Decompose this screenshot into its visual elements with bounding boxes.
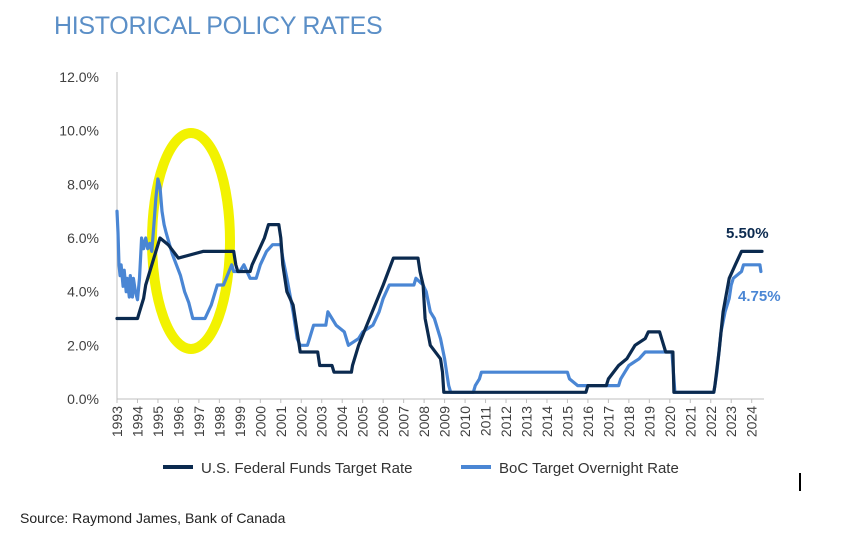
x-tick-label: 2020: [662, 406, 678, 437]
x-tick-label: 2013: [518, 406, 534, 437]
x-tick-label: 2004: [334, 406, 350, 437]
x-tick-label: 2007: [396, 406, 412, 437]
chart-title: HISTORICAL POLICY RATES: [54, 12, 383, 40]
end-label-fed: 5.50%: [726, 225, 769, 242]
text-cursor: [799, 473, 801, 491]
y-tick-label: 8.0%: [67, 176, 99, 192]
y-tick-label: 10.0%: [59, 123, 99, 139]
legend-label: BoC Target Overnight Rate: [499, 460, 679, 477]
source-note: Source: Raymond James, Bank of Canada: [20, 510, 286, 526]
x-tick-label: 2015: [559, 406, 575, 437]
series-line: [115, 223, 764, 394]
x-tick-label: 2016: [580, 406, 596, 437]
x-tick-label: 1994: [129, 406, 145, 437]
x-tick-label: 2017: [600, 406, 616, 437]
axes-layer: 0.0% 2.0% 4.0% 6.0% 8.0% 10.0% 12.0% 1993 1994 19…: [59, 69, 764, 437]
x-tick-label: 2009: [437, 406, 453, 437]
x-tick-label: 1997: [191, 406, 207, 437]
x-tick-label: 2003: [314, 406, 330, 437]
x-tick-label: 2019: [641, 406, 657, 437]
y-tick-label: 0.0%: [67, 391, 99, 407]
labels-layer: 5.50% 4.75%: [726, 225, 781, 305]
x-tick-label: 2024: [744, 406, 760, 437]
x-tick-label: 2021: [682, 406, 698, 437]
x-tick-label: 2006: [375, 406, 391, 437]
y-tick-label: 6.0%: [67, 230, 99, 246]
x-tick-label: 1993: [109, 406, 125, 437]
x-tick-label: 1995: [150, 406, 166, 437]
x-tick-label: 2018: [621, 406, 637, 437]
end-label-boc: 4.75%: [738, 288, 781, 305]
y-tick-label: 2.0%: [67, 337, 99, 353]
legend: U.S. Federal Funds Target Rate BoC Target…: [163, 460, 679, 477]
x-tick-label: 2005: [355, 406, 371, 437]
x-tick-label: 2002: [293, 406, 309, 437]
x-tick-label: 2008: [416, 406, 432, 437]
series-line: [115, 177, 763, 394]
x-tick-label: 1998: [211, 406, 227, 437]
series-layer: [115, 177, 764, 394]
legend-label: U.S. Federal Funds Target Rate: [201, 460, 413, 477]
x-tick-label: 2001: [273, 406, 289, 437]
x-tick-label: 1996: [170, 406, 186, 437]
x-tick-label: 2011: [478, 406, 494, 436]
x-tick-label: 2014: [539, 406, 555, 437]
x-tick-label: 2023: [723, 406, 739, 437]
x-tick-label: 2022: [703, 406, 719, 437]
y-tick-label: 12.0%: [59, 69, 99, 85]
y-tick-label: 4.0%: [67, 284, 99, 300]
x-tick-label: 2010: [457, 406, 473, 437]
x-tick-label: 2000: [252, 406, 268, 437]
x-tick-label: 2012: [498, 406, 514, 437]
x-tick-label: 1999: [232, 406, 248, 437]
